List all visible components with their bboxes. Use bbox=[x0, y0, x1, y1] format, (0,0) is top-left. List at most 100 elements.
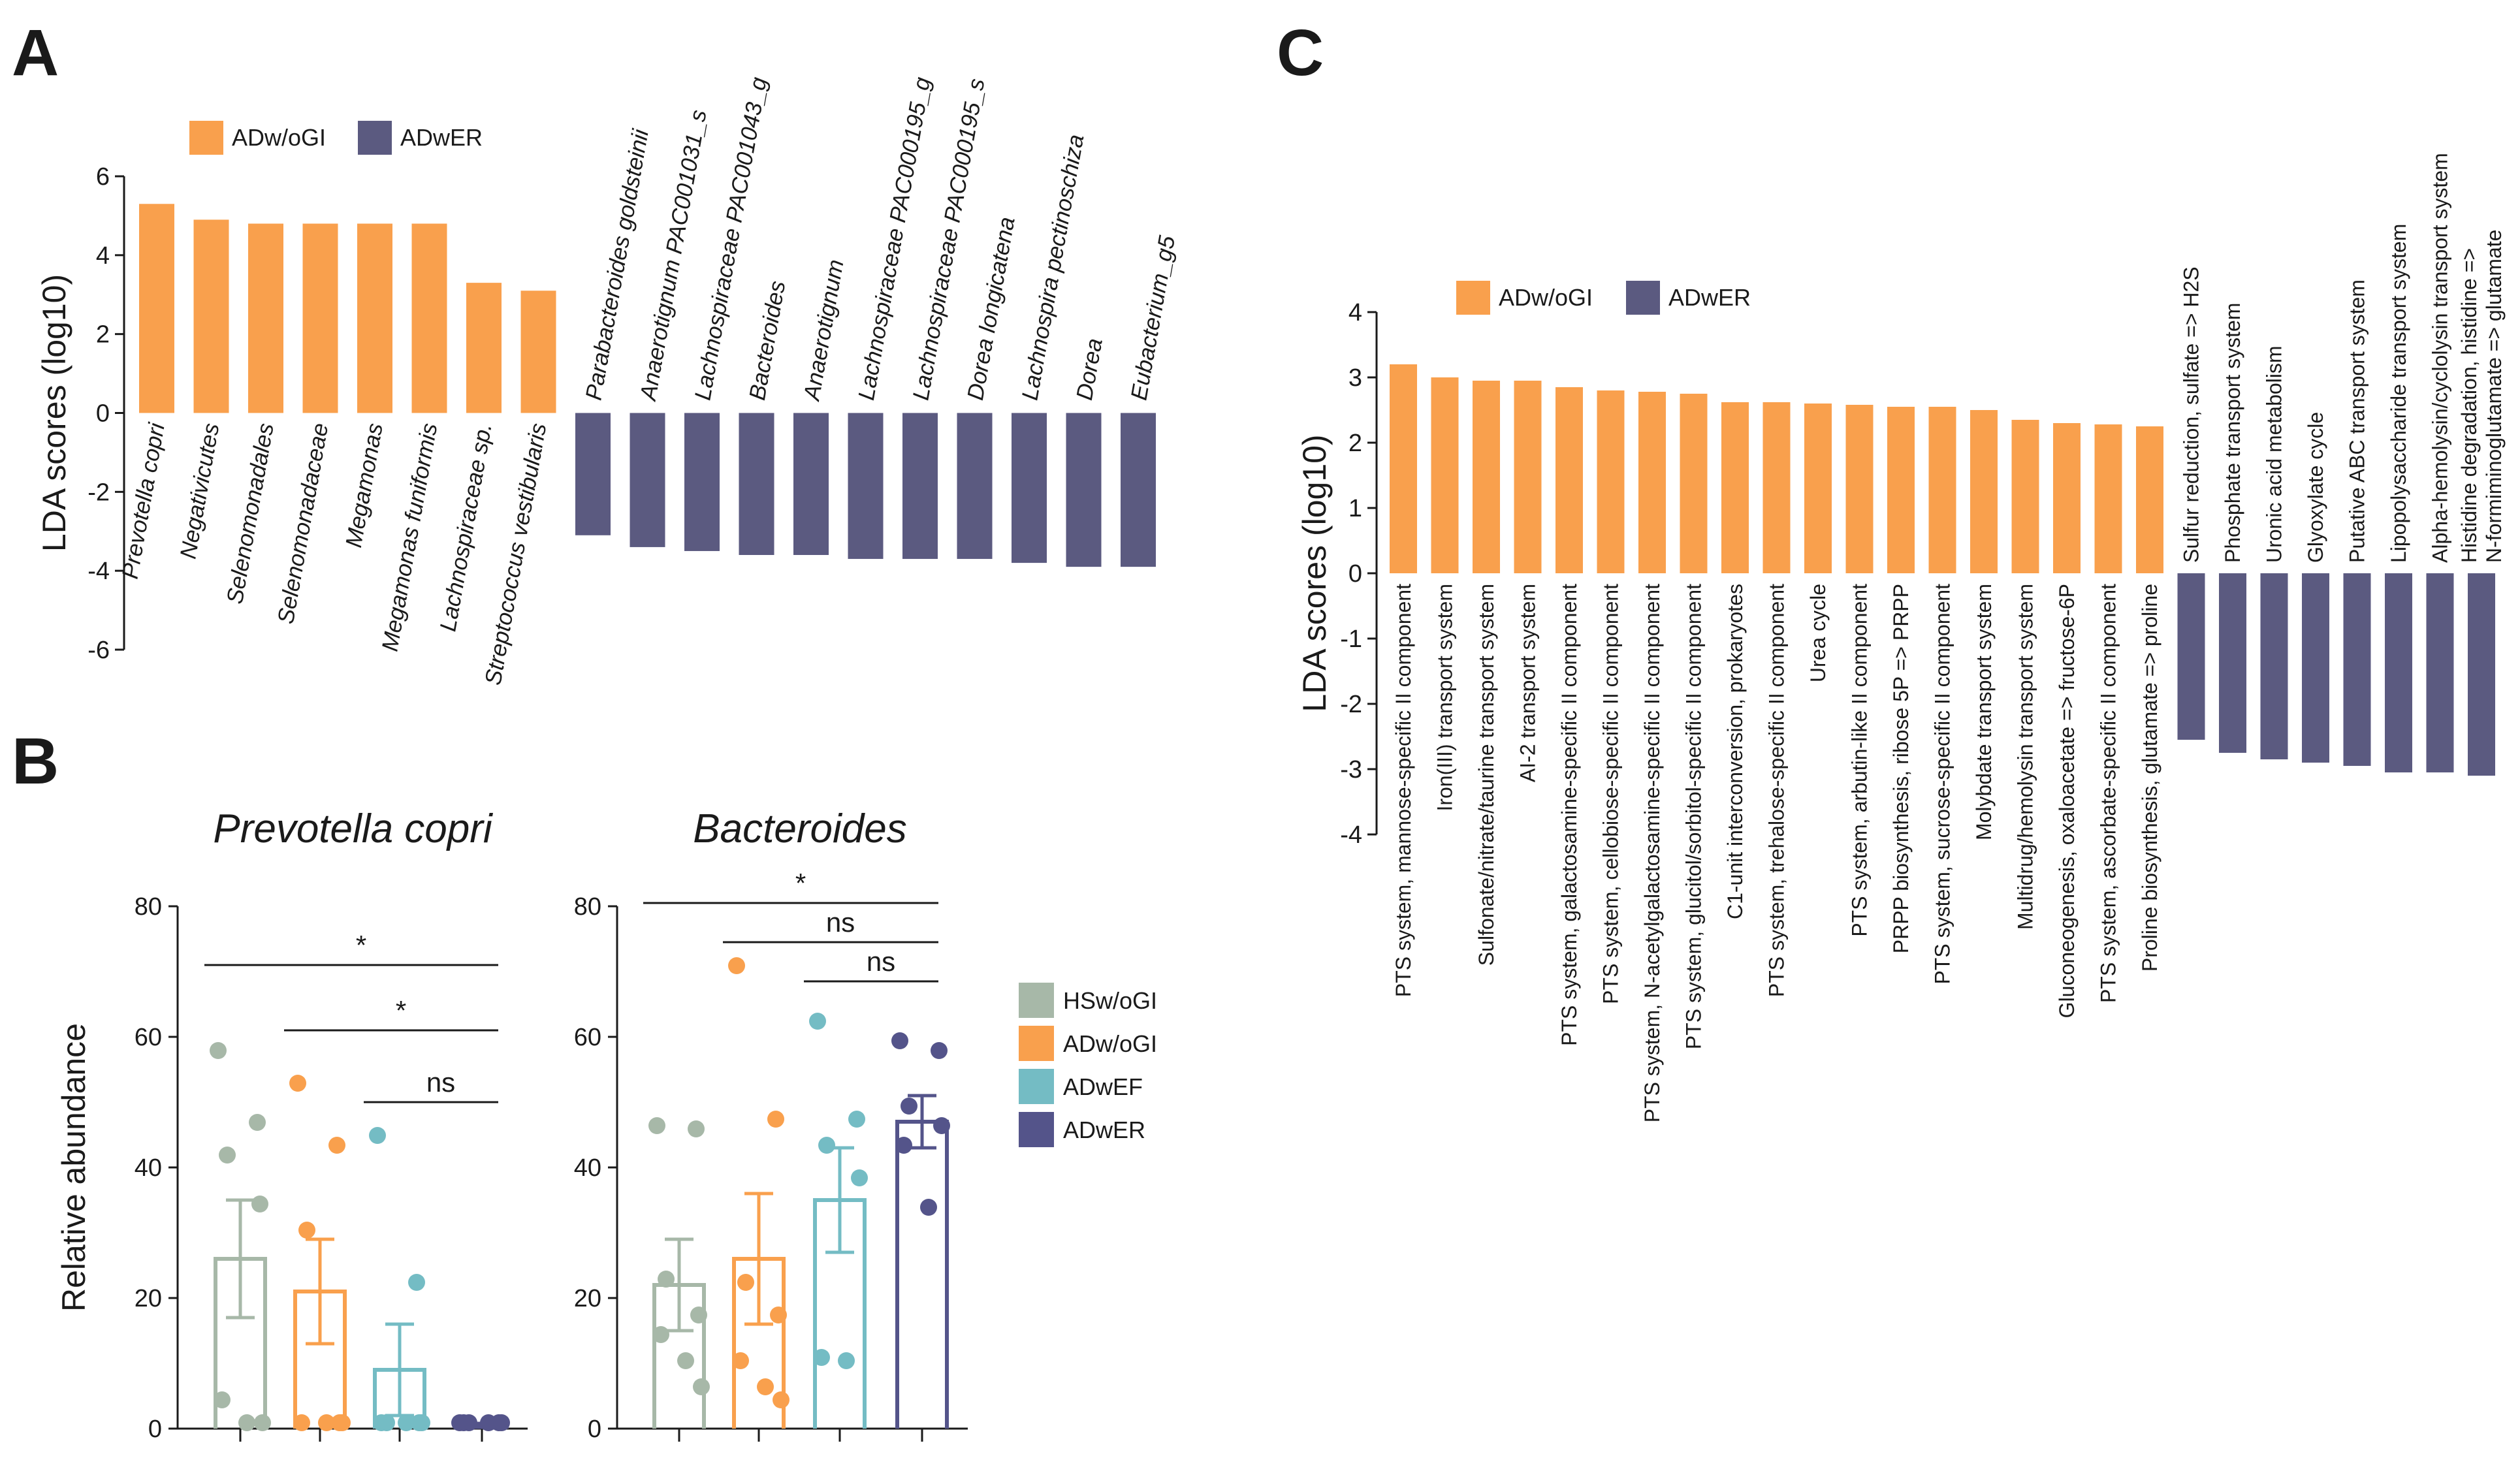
category-label-c-neg: Sulfur reduction, sulfate => H2S bbox=[2180, 266, 2203, 563]
bar-a-positive bbox=[466, 283, 502, 413]
category-label-a-pos: Prevotella copri bbox=[118, 420, 170, 581]
category-label-a-pos: Negativicutes bbox=[175, 421, 224, 561]
category-label-c-pos: PTS system, N-acetylgalactosamine-specif… bbox=[1640, 584, 1664, 1122]
data-point bbox=[809, 1013, 826, 1030]
legend-swatch-c-0 bbox=[1456, 281, 1490, 315]
bar-c-positive bbox=[1555, 387, 1583, 573]
bar-c-positive bbox=[1597, 390, 1625, 573]
panel-c-y-tick-label: -1 bbox=[1340, 626, 1362, 653]
category-label-c-pos: PTS system, mannose-specific II componen… bbox=[1392, 584, 1415, 997]
category-label-c-pos: Iron(III) transport system bbox=[1433, 584, 1457, 812]
panel-letter-a: A bbox=[12, 16, 59, 89]
bar-c-positive bbox=[1431, 377, 1459, 573]
panel-a-y-tick-label: 4 bbox=[96, 242, 110, 270]
bar-c-positive bbox=[1928, 407, 1956, 573]
data-point bbox=[901, 1098, 917, 1115]
category-label-a-pos: Streptococcus vestibularis bbox=[480, 421, 551, 687]
data-point bbox=[334, 1414, 351, 1431]
data-point bbox=[838, 1352, 855, 1369]
data-point bbox=[369, 1127, 386, 1144]
data-point bbox=[254, 1414, 271, 1431]
legend-label-c-1: ADwER bbox=[1668, 284, 1751, 311]
data-point bbox=[480, 1414, 497, 1431]
category-label-a-pos: Megamonas bbox=[341, 421, 388, 549]
panel-a-y-tick-label: 6 bbox=[96, 163, 110, 191]
data-point bbox=[289, 1075, 306, 1092]
data-point bbox=[773, 1391, 789, 1408]
data-point bbox=[413, 1414, 430, 1431]
data-point bbox=[373, 1414, 390, 1431]
panel-b-y-tick-label: 80 bbox=[135, 893, 162, 921]
bar-a-negative bbox=[630, 413, 665, 547]
data-point bbox=[933, 1117, 950, 1134]
category-label-c-pos: PTS system, glucitol/sorbitol-specific I… bbox=[1682, 584, 1706, 1049]
data-point bbox=[693, 1378, 710, 1395]
panel-c-y-tick-label: -2 bbox=[1340, 691, 1362, 718]
category-label-c-neg: N-formiminoglutamate => glutamate bbox=[2482, 230, 2506, 563]
category-label-c-pos: Multidrug/hemolysin transport system bbox=[2014, 584, 2037, 930]
bar-c-positive bbox=[1721, 402, 1749, 573]
panel-c-legend: ADw/oGI ADwER bbox=[1456, 281, 1751, 315]
significance-label: ns bbox=[426, 1067, 455, 1098]
significance-label: * bbox=[356, 930, 366, 960]
bar-c-positive bbox=[1762, 402, 1791, 573]
category-label-c-pos: AI-2 transport system bbox=[1516, 584, 1540, 782]
category-label-a-pos: Selenomonadaceae bbox=[273, 421, 333, 626]
data-point bbox=[728, 957, 745, 974]
bar-c-positive bbox=[2053, 423, 2081, 573]
bar-a-negative bbox=[1066, 413, 1102, 567]
panel-c-lda-chart: -4 -3 -2 -1 0 1 2 3 4 LDA scores (log10) ADw/oGI… bbox=[1296, 153, 2506, 1122]
panel-c-y-ticks: -4 -3 -2 -1 0 1 2 3 4 bbox=[1340, 299, 1377, 849]
bar-a-negative bbox=[1012, 413, 1047, 563]
data-point bbox=[328, 1137, 345, 1154]
panel-b-legend: HSw/oGI ADw/oGI ADwEF ADwER bbox=[1019, 983, 1157, 1147]
bar-c-negative bbox=[2468, 573, 2495, 776]
legend-swatch-b-3 bbox=[1019, 1112, 1054, 1147]
data-point bbox=[214, 1391, 231, 1408]
bar-c-positive bbox=[1390, 364, 1417, 573]
panel-b-prevotella-subplot: Prevotella copri 0 20 40 60 80 * * ns bbox=[135, 806, 528, 1443]
panel-b-y-tick-label: 20 bbox=[574, 1285, 601, 1312]
legend-swatch-0 bbox=[189, 121, 223, 155]
data-point bbox=[238, 1414, 255, 1431]
data-point bbox=[767, 1111, 784, 1128]
data-point bbox=[920, 1199, 937, 1216]
legend-label-b-2: ADwEF bbox=[1063, 1073, 1143, 1100]
data-point bbox=[737, 1274, 754, 1291]
panel-c-y-tick-label: 1 bbox=[1348, 495, 1362, 522]
bar-a-positive bbox=[193, 219, 229, 413]
data-point bbox=[408, 1274, 425, 1291]
panel-b-y-axis-label: Relative abundance bbox=[56, 1023, 92, 1312]
category-label-a-neg: Eubacterium_g5 bbox=[1126, 234, 1180, 402]
data-point bbox=[318, 1414, 335, 1431]
data-point bbox=[652, 1326, 669, 1343]
significance-label: ns bbox=[826, 907, 855, 938]
bar-c-positive bbox=[1638, 392, 1666, 573]
data-point bbox=[219, 1147, 236, 1164]
data-point bbox=[895, 1137, 912, 1154]
data-point bbox=[757, 1378, 774, 1395]
legend-label-b-1: ADw/oGI bbox=[1063, 1030, 1157, 1057]
category-label-c-pos: PTS system, galactosamine-specific II co… bbox=[1557, 584, 1581, 1046]
panel-c-y-tick-label: 3 bbox=[1348, 364, 1362, 392]
bar-c-positive bbox=[1887, 407, 1915, 573]
significance-label: ns bbox=[867, 946, 895, 977]
panel-c-y-tick-label: 4 bbox=[1348, 299, 1362, 326]
panel-a-y-tick-label: 2 bbox=[96, 321, 110, 349]
legend-label-c-0: ADw/oGI bbox=[1499, 284, 1593, 311]
category-label-c-neg: Alpha-hemolysin/cyclolysin transport sys… bbox=[2429, 153, 2452, 563]
data-point bbox=[813, 1349, 830, 1366]
bar-a-negative bbox=[848, 413, 884, 560]
category-label-c-pos: PTS system, cellobiose-specific II compo… bbox=[1599, 584, 1623, 1004]
data-point bbox=[677, 1352, 694, 1369]
bar-a-negative bbox=[902, 413, 938, 560]
category-label-c-neg: Histidine degradation, histidine => bbox=[2457, 248, 2481, 563]
category-label-c-pos: Gluconeogenesis, oxaloacetate => fructos… bbox=[2055, 584, 2079, 1018]
data-point bbox=[493, 1414, 510, 1431]
bar-c-positive bbox=[2094, 424, 2122, 573]
panel-a-y-ticks: -6 -4 -2 0 2 4 6 bbox=[88, 163, 124, 664]
data-point bbox=[398, 1414, 415, 1431]
